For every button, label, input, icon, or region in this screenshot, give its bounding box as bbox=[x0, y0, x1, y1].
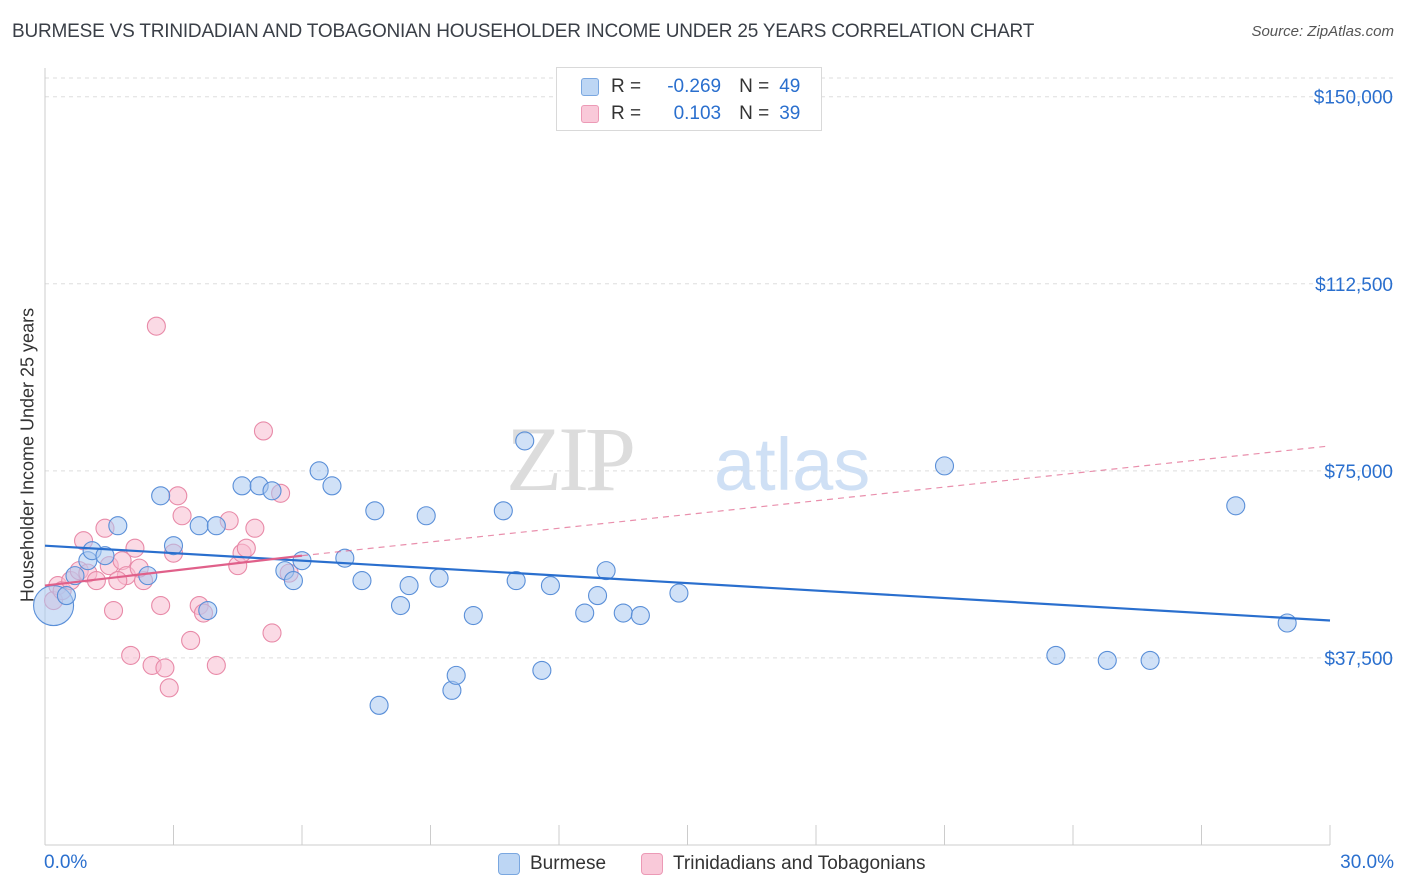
point-burmese bbox=[163, 536, 184, 556]
legend-r-value: 0.103 bbox=[673, 103, 722, 124]
point-burmese bbox=[198, 600, 218, 621]
watermark-zip: ZIP bbox=[506, 408, 633, 510]
point-burmese bbox=[1140, 650, 1160, 670]
y-tick-label: $37,500 bbox=[1324, 649, 1393, 670]
trend-line-trinidadian-solid bbox=[44, 554, 303, 587]
point-trinidadian bbox=[172, 506, 192, 526]
point-burmese bbox=[506, 571, 526, 591]
chart-title: BURMESE VS TRINIDADIAN AND TOBAGONIAN HO… bbox=[12, 21, 1035, 42]
point-burmese bbox=[399, 576, 419, 596]
points-trinidadian bbox=[44, 316, 299, 698]
bottom-legend-label-trinidadian: Trinidadians and Tobagonians bbox=[673, 853, 926, 874]
watermark: ZIP atlas bbox=[506, 408, 870, 510]
point-burmese bbox=[95, 546, 115, 566]
point-trinidadian bbox=[206, 655, 226, 675]
point-burmese bbox=[108, 516, 128, 536]
legend-n-label: N = bbox=[739, 76, 770, 97]
point-burmese bbox=[540, 576, 560, 596]
point-burmese bbox=[322, 476, 342, 496]
legend-row-trinidadian: R = 0.103 N = 39 bbox=[581, 101, 800, 127]
point-burmese bbox=[206, 516, 226, 536]
point-burmese bbox=[596, 561, 616, 581]
legend-n-value: 39 bbox=[779, 103, 801, 124]
point-burmese bbox=[416, 506, 436, 526]
x-tick-label-min: 0.0% bbox=[44, 852, 88, 873]
y-tick-label: $75,000 bbox=[1324, 462, 1393, 483]
legend-n-value: 49 bbox=[779, 76, 801, 97]
grid-lines bbox=[45, 77, 1395, 659]
point-burmese bbox=[587, 586, 608, 606]
point-burmese bbox=[65, 566, 85, 586]
point-trinidadian bbox=[236, 538, 256, 558]
point-trinidadian bbox=[125, 538, 145, 558]
point-burmese bbox=[283, 571, 303, 591]
point-trinidadian bbox=[146, 316, 166, 336]
point-trinidadian bbox=[262, 623, 282, 643]
point-burmese bbox=[934, 456, 955, 476]
trend-lines bbox=[44, 445, 1331, 622]
point-burmese bbox=[669, 583, 689, 603]
points-burmese bbox=[33, 431, 1297, 715]
point-burmese bbox=[613, 603, 633, 623]
point-burmese bbox=[575, 603, 595, 623]
point-burmese bbox=[369, 695, 389, 715]
point-burmese bbox=[309, 461, 329, 481]
legend-row-burmese: R = -0.269 N = 49 bbox=[581, 74, 800, 100]
point-trinidadian bbox=[159, 678, 179, 698]
point-burmese bbox=[1226, 496, 1246, 516]
point-burmese bbox=[138, 566, 158, 586]
legend-swatch-trinidadian bbox=[581, 105, 599, 123]
point-trinidadian bbox=[151, 595, 171, 616]
point-burmese bbox=[151, 486, 171, 506]
point-burmese bbox=[1046, 645, 1066, 665]
legend-swatch-burmese bbox=[581, 78, 599, 96]
point-trinidadian bbox=[108, 571, 128, 591]
point-trinidadian bbox=[181, 630, 201, 651]
watermark-atlas: atlas bbox=[714, 423, 870, 506]
point-burmese bbox=[1097, 650, 1117, 670]
legend-n-label: N = bbox=[739, 103, 770, 124]
legend-r-label: R = bbox=[611, 103, 642, 124]
point-burmese bbox=[262, 481, 282, 501]
bottom-legend-swatch-trinidadian bbox=[641, 853, 663, 875]
y-tick-labels: $150,000 $112,500 $75,000 $37,500 bbox=[1314, 88, 1393, 670]
point-burmese bbox=[352, 571, 372, 591]
point-burmese bbox=[232, 476, 252, 496]
trend-line-burmese bbox=[44, 544, 1331, 622]
point-trinidadian bbox=[168, 486, 188, 506]
legend-r-label: R = bbox=[611, 76, 642, 97]
bottom-legend-trinidadian: Trinidadians and Tobagonians bbox=[641, 851, 925, 877]
point-burmese bbox=[493, 501, 513, 521]
point-burmese bbox=[56, 586, 76, 606]
point-burmese bbox=[463, 605, 483, 626]
y-tick-label: $150,000 bbox=[1314, 88, 1393, 109]
legend-r-value: -0.269 bbox=[667, 76, 722, 97]
bottom-legend-burmese: Burmese bbox=[498, 851, 606, 877]
point-trinidadian bbox=[245, 518, 265, 538]
bottom-legend-label-burmese: Burmese bbox=[530, 853, 607, 874]
point-burmese bbox=[189, 516, 209, 536]
x-tick-label-max: 30.0% bbox=[1340, 852, 1394, 873]
trend-line-trinidadian-dashed bbox=[301, 445, 1331, 557]
correlation-legend: R = -0.269 N = 49 R = 0.103 N = 39 bbox=[556, 67, 822, 131]
point-burmese bbox=[365, 501, 385, 521]
point-trinidadian bbox=[121, 645, 141, 665]
source-note: Source: ZipAtlas.com bbox=[1251, 23, 1394, 40]
point-burmese bbox=[515, 431, 535, 451]
y-tick-label: $112,500 bbox=[1315, 275, 1393, 296]
point-burmese bbox=[630, 605, 650, 626]
point-burmese bbox=[429, 568, 449, 588]
point-burmese bbox=[446, 665, 466, 685]
bottom-legend-swatch-burmese bbox=[498, 853, 520, 875]
point-trinidadian bbox=[103, 600, 124, 621]
point-trinidadian bbox=[253, 421, 274, 441]
point-trinidadian bbox=[155, 658, 175, 678]
point-burmese bbox=[532, 660, 552, 680]
point-burmese bbox=[390, 595, 411, 616]
axes bbox=[44, 68, 1331, 846]
